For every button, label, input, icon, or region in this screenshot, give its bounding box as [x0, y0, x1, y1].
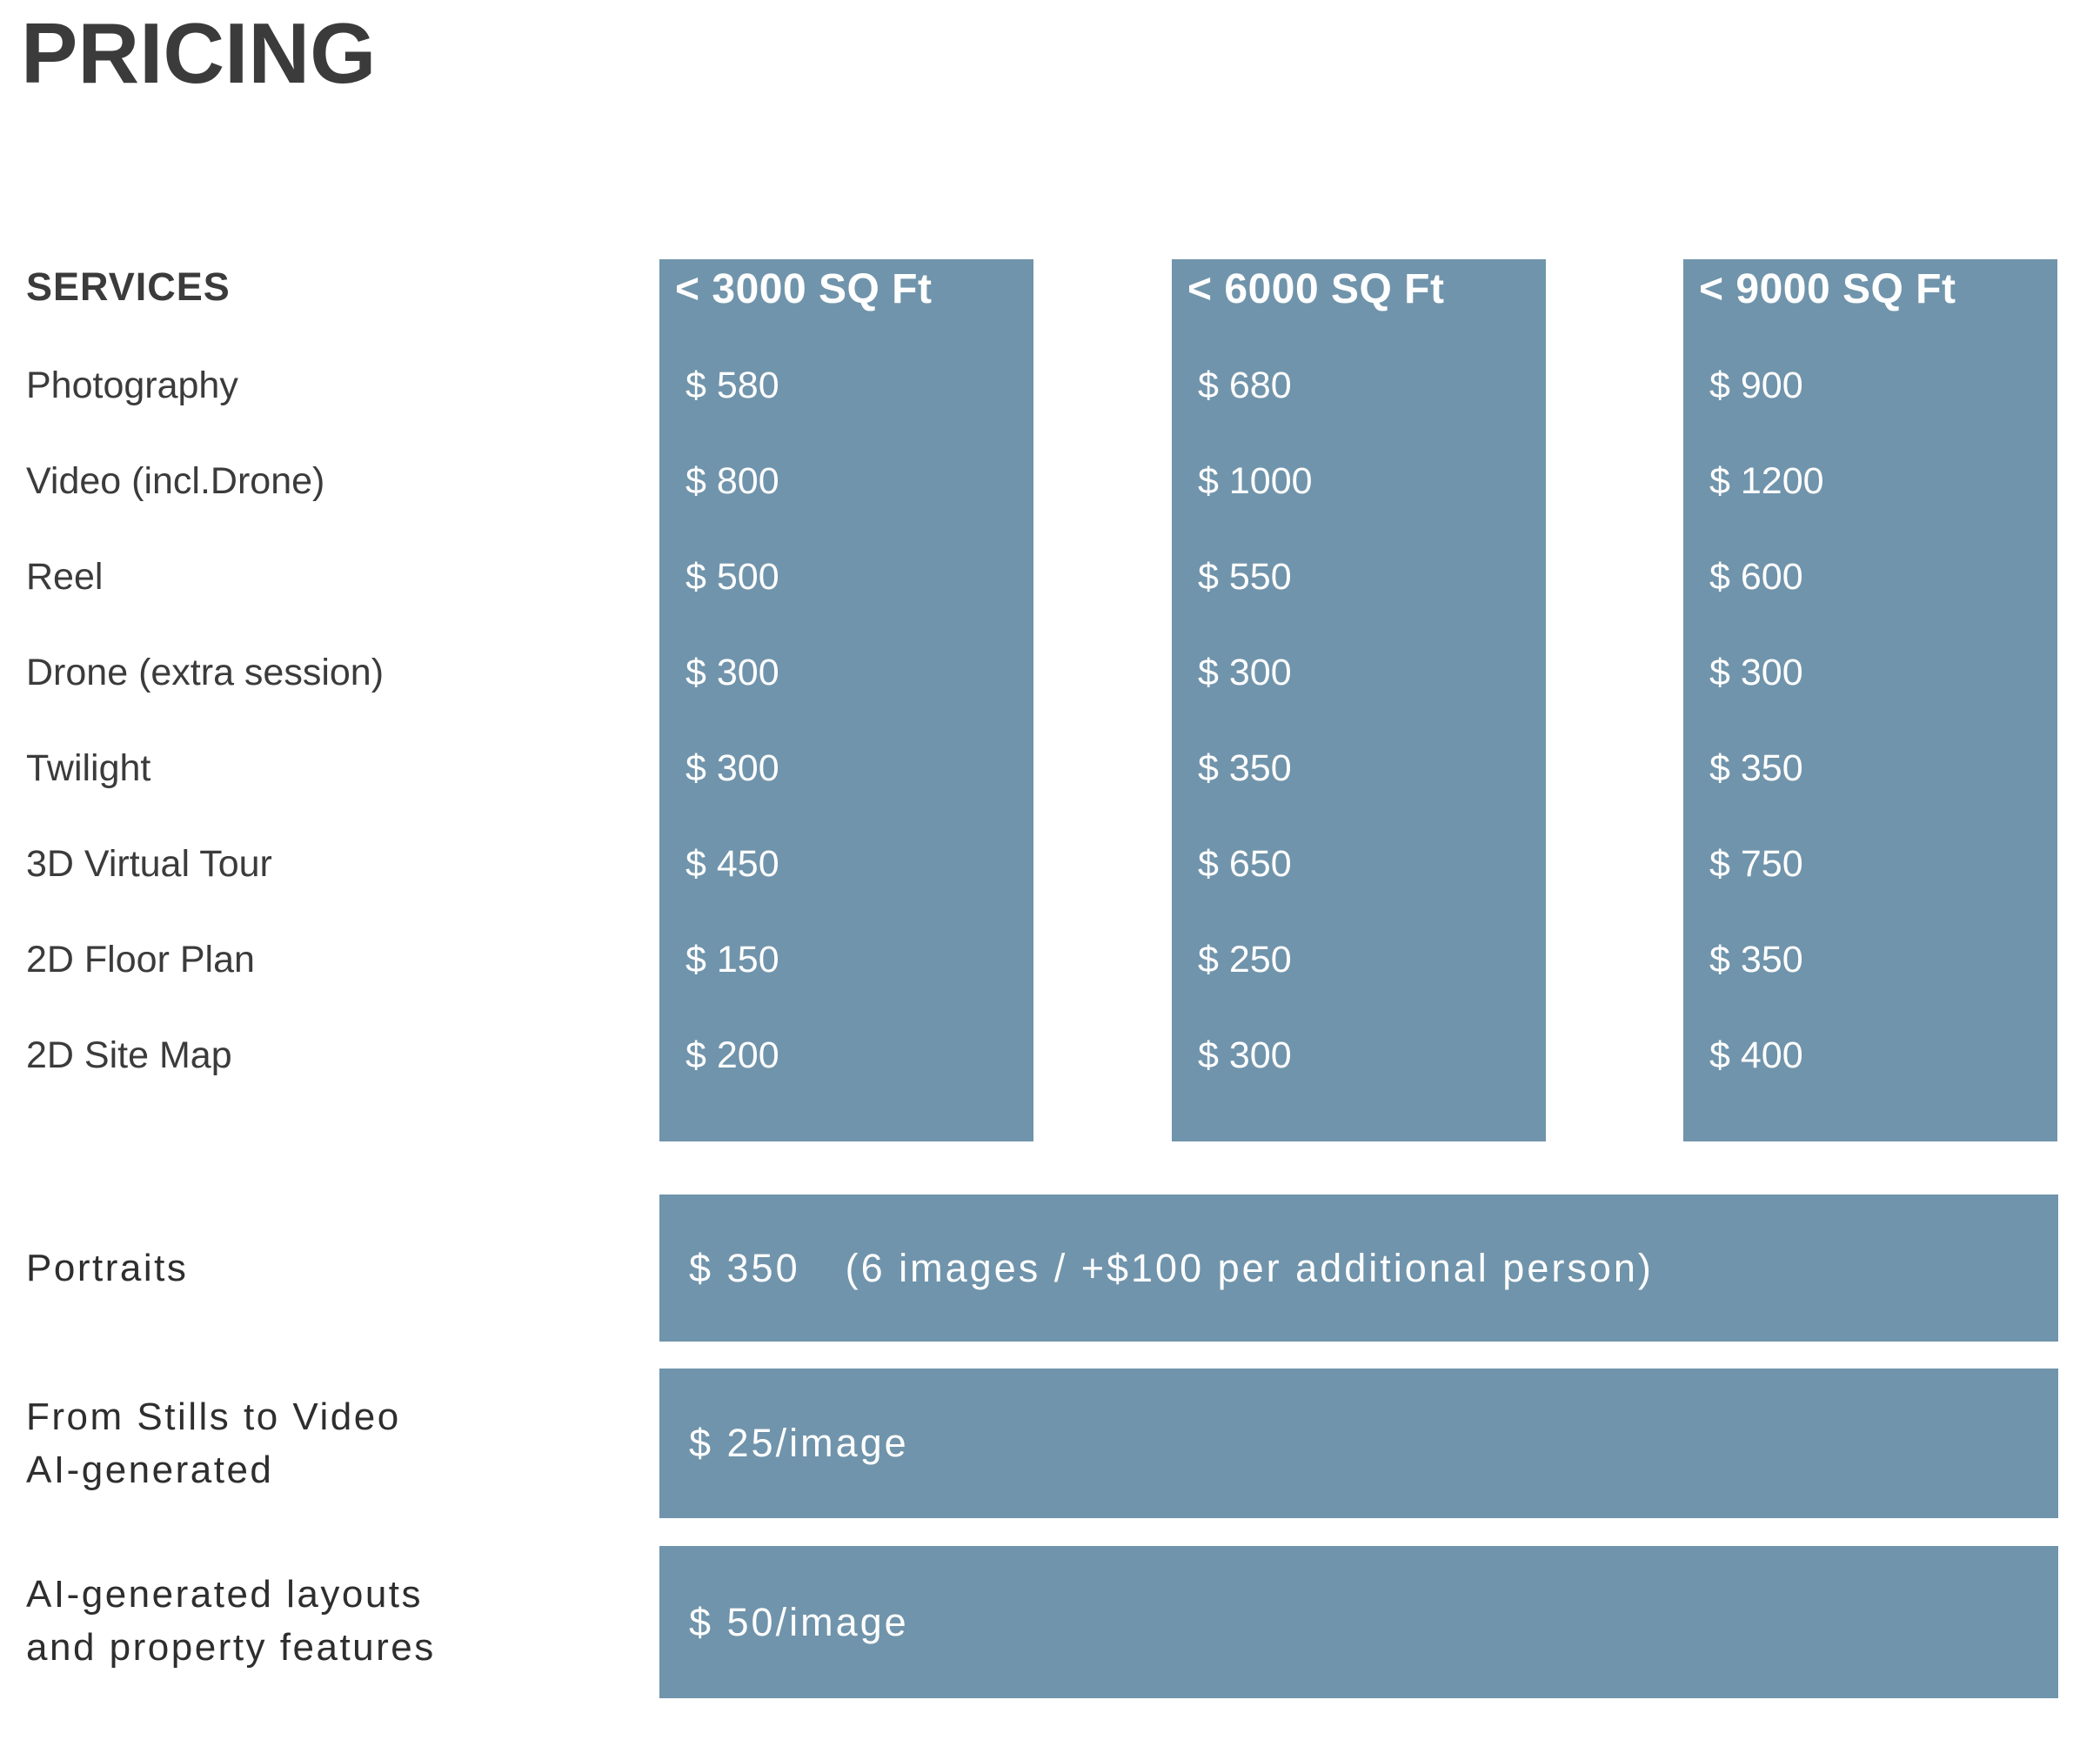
- stills-to-video-price-band: $ 25/image: [659, 1369, 2058, 1518]
- price-value: $ 750: [1709, 843, 1803, 885]
- price-value: $ 350: [1198, 747, 1292, 789]
- column-header-6000sqft: < 6000 SQ Ft: [1187, 266, 1445, 312]
- service-label-twilight: Twilight: [26, 747, 151, 789]
- service-label-video: Video (incl.Drone): [26, 460, 325, 502]
- price-value: $ 200: [686, 1034, 779, 1076]
- price-value: $ 800: [686, 460, 779, 502]
- price-column-9000sqft: [1683, 259, 2057, 1141]
- price-value: $ 300: [1198, 1034, 1292, 1076]
- extra-label-stills-to-video: From Stills to Video AI-generated: [26, 1395, 401, 1491]
- page-title: PRICING: [21, 5, 377, 101]
- portraits-price: $ 350: [689, 1245, 800, 1290]
- ai-layouts-price: $ 50/image: [689, 1599, 909, 1644]
- service-label-photography: Photography: [26, 365, 238, 406]
- ai-layouts-price-band: $ 50/image: [659, 1546, 2058, 1698]
- price-value: $ 150: [686, 939, 779, 980]
- price-value: $ 300: [686, 747, 779, 789]
- price-value: $ 300: [1709, 652, 1803, 693]
- service-label-reel: Reel: [26, 556, 104, 598]
- price-value: $ 1200: [1709, 460, 1824, 502]
- price-value: $ 350: [1709, 939, 1803, 980]
- price-value: $ 300: [686, 652, 779, 693]
- price-value: $ 250: [1198, 939, 1292, 980]
- portraits-note: (6 images / +$100 per additional person): [845, 1245, 1654, 1290]
- extra-label-ai-layouts: AI-generated layouts and property featur…: [26, 1573, 436, 1669]
- service-label-3d-tour: 3D Virtual Tour: [26, 843, 272, 885]
- price-value: $ 680: [1198, 365, 1292, 406]
- stills-to-video-price: $ 25/image: [689, 1421, 909, 1465]
- price-value: $ 350: [1709, 747, 1803, 789]
- price-value: $ 580: [686, 365, 779, 406]
- price-value: $ 900: [1709, 365, 1803, 406]
- price-value: $ 300: [1198, 652, 1292, 693]
- price-value: $ 600: [1709, 556, 1803, 598]
- column-header-9000sqft: < 9000 SQ Ft: [1699, 266, 1956, 312]
- price-value: $ 400: [1709, 1034, 1803, 1076]
- price-value: $ 550: [1198, 556, 1292, 598]
- price-value: $ 1000: [1198, 460, 1313, 502]
- price-column-3000sqft: [659, 259, 1033, 1141]
- price-value: $ 500: [686, 556, 779, 598]
- services-column-header: SERVICES: [26, 264, 231, 309]
- service-label-drone: Drone (extra session): [26, 652, 385, 693]
- column-header-3000sqft: < 3000 SQ Ft: [675, 266, 933, 312]
- price-value: $ 650: [1198, 843, 1292, 885]
- extra-label-portraits: Portraits: [26, 1247, 189, 1289]
- service-label-2d-floorplan: 2D Floor Plan: [26, 939, 255, 980]
- portraits-price-band: $ 350 (6 images / +$100 per additional p…: [659, 1195, 2058, 1342]
- price-value: $ 450: [686, 843, 779, 885]
- price-column-6000sqft: [1172, 259, 1546, 1141]
- service-label-2d-sitemap: 2D Site Map: [26, 1034, 232, 1076]
